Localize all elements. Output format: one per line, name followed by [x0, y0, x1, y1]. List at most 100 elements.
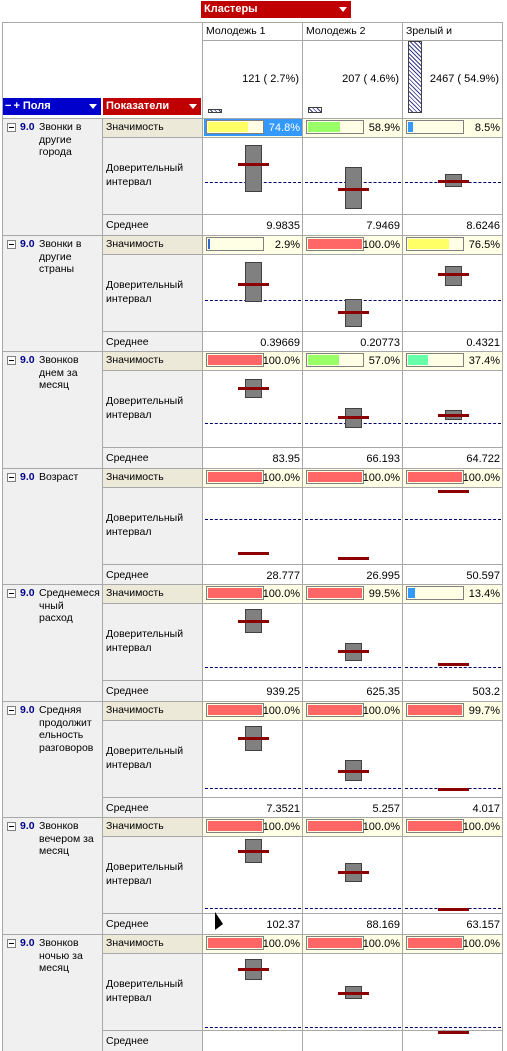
collapse-icon[interactable] [7, 822, 16, 831]
field-number: 9.0 [20, 354, 35, 366]
ci-label: Доверительный [106, 279, 184, 291]
field-name[interactable]: другие [39, 133, 72, 146]
significance-bar[interactable] [206, 586, 264, 600]
field-name[interactable]: Звонки в [39, 121, 82, 133]
field-name[interactable]: разговоров [39, 741, 94, 754]
clusters-dropdown[interactable]: Кластеры [201, 1, 351, 18]
field-name[interactable]: вечером за [39, 832, 94, 845]
field-name[interactable]: продолжит [39, 716, 92, 729]
mean-label-cell [103, 564, 202, 585]
field-name[interactable]: месяц [39, 845, 70, 857]
field-name[interactable]: страны [39, 263, 75, 275]
grid-line [103, 1030, 503, 1031]
grid-line [102, 235, 103, 352]
collapse-icon[interactable] [7, 589, 16, 598]
significance-bar[interactable] [306, 470, 364, 484]
field-name[interactable]: Звонков [39, 820, 79, 832]
collapse-all-icon[interactable]: − [5, 100, 12, 112]
significance-bar[interactable] [406, 936, 464, 950]
overall-mean-line [405, 519, 501, 520]
cluster-name[interactable]: Молодежь 2 [306, 25, 366, 37]
cluster-name[interactable]: Зрелый и [406, 25, 452, 37]
collapse-icon[interactable] [7, 356, 16, 365]
significance-bar[interactable] [306, 120, 364, 134]
significance-bar[interactable] [206, 703, 264, 717]
cluster-mean-marker [338, 992, 369, 995]
significance-bar[interactable] [406, 120, 464, 134]
field-number: 9.0 [20, 238, 35, 250]
grid-line [302, 584, 303, 701]
significance-bar[interactable] [306, 819, 364, 833]
field-name[interactable]: Возраст [39, 471, 79, 483]
chevron-down-icon [89, 104, 97, 109]
ci-label: интервал [106, 642, 152, 654]
significance-value: 100.0% [362, 821, 400, 833]
significance-bar[interactable] [206, 470, 264, 484]
significance-bar[interactable] [306, 936, 364, 950]
collapse-icon[interactable] [7, 123, 16, 132]
significance-value: 100.0% [362, 938, 400, 950]
significance-bar[interactable] [406, 703, 464, 717]
collapse-icon[interactable] [7, 240, 16, 249]
significance-bar[interactable] [406, 353, 464, 367]
significance-bar[interactable] [306, 353, 364, 367]
grid-line [102, 351, 103, 468]
field-name[interactable]: Средняя [39, 704, 82, 716]
field-name[interactable]: ельность [39, 729, 84, 741]
significance-label-cell [103, 584, 202, 603]
significance-bar[interactable] [206, 353, 264, 367]
mean-value: 83.95 [272, 453, 300, 465]
significance-value: 8.5% [474, 122, 500, 134]
grid-line [402, 701, 403, 818]
grid-line [502, 934, 503, 1051]
significance-bar[interactable] [306, 703, 364, 717]
significance-value: 100.0% [262, 705, 300, 717]
collapse-icon[interactable] [7, 706, 16, 715]
field-name[interactable]: Звонков [39, 937, 79, 949]
cluster-mean-marker [438, 788, 469, 791]
grid-line [202, 817, 203, 934]
significance-bar[interactable] [406, 586, 464, 600]
significance-bar[interactable] [206, 819, 264, 833]
field-name[interactable]: Среднемеся [39, 587, 100, 599]
indicators-label: Показатели [106, 100, 170, 112]
collapse-icon[interactable] [7, 473, 16, 482]
significance-bar[interactable] [406, 819, 464, 833]
significance-bar[interactable] [206, 936, 264, 950]
significance-bar[interactable] [406, 470, 464, 484]
cluster-mean-marker [238, 163, 269, 166]
fields-dropdown[interactable]: − + Поля [2, 98, 101, 115]
field-name[interactable]: чный [39, 599, 64, 612]
significance-bar[interactable] [206, 237, 264, 251]
mean-value: 8.6246 [466, 220, 500, 232]
significance-bar[interactable] [406, 237, 464, 251]
field-name[interactable]: месяц [39, 379, 70, 391]
collapse-icon[interactable] [7, 939, 16, 948]
field-name[interactable]: города [39, 146, 72, 158]
field-cell [2, 118, 102, 235]
field-name[interactable]: другие [39, 250, 72, 263]
mean-value: 4.017 [472, 803, 500, 815]
mean-label: Среднее [106, 219, 149, 231]
field-name[interactable]: Звонков [39, 354, 79, 366]
significance-bar[interactable] [306, 586, 364, 600]
ci-label: интервал [106, 875, 152, 887]
expand-all-icon[interactable]: + [13, 100, 20, 112]
field-name[interactable]: днем за [39, 366, 78, 379]
significance-bar-fill [308, 938, 362, 948]
ci-label-cell [103, 254, 202, 331]
cluster-name[interactable]: Молодежь 1 [206, 25, 266, 37]
field-name[interactable]: месяц [39, 962, 70, 974]
field-name[interactable]: ночью за [39, 949, 83, 962]
field-name[interactable]: расход [39, 612, 73, 624]
field-number: 9.0 [20, 587, 35, 599]
field-name[interactable]: Звонки в [39, 238, 82, 250]
grid-line [402, 934, 403, 1051]
significance-bar[interactable] [306, 237, 364, 251]
significance-label: Значимость [106, 471, 164, 483]
significance-bar[interactable] [206, 120, 264, 134]
overall-mean-line [305, 1027, 401, 1028]
cluster-mean-marker [238, 552, 269, 555]
overall-mean-line [205, 519, 301, 520]
indicators-dropdown[interactable]: Показатели [103, 98, 201, 115]
